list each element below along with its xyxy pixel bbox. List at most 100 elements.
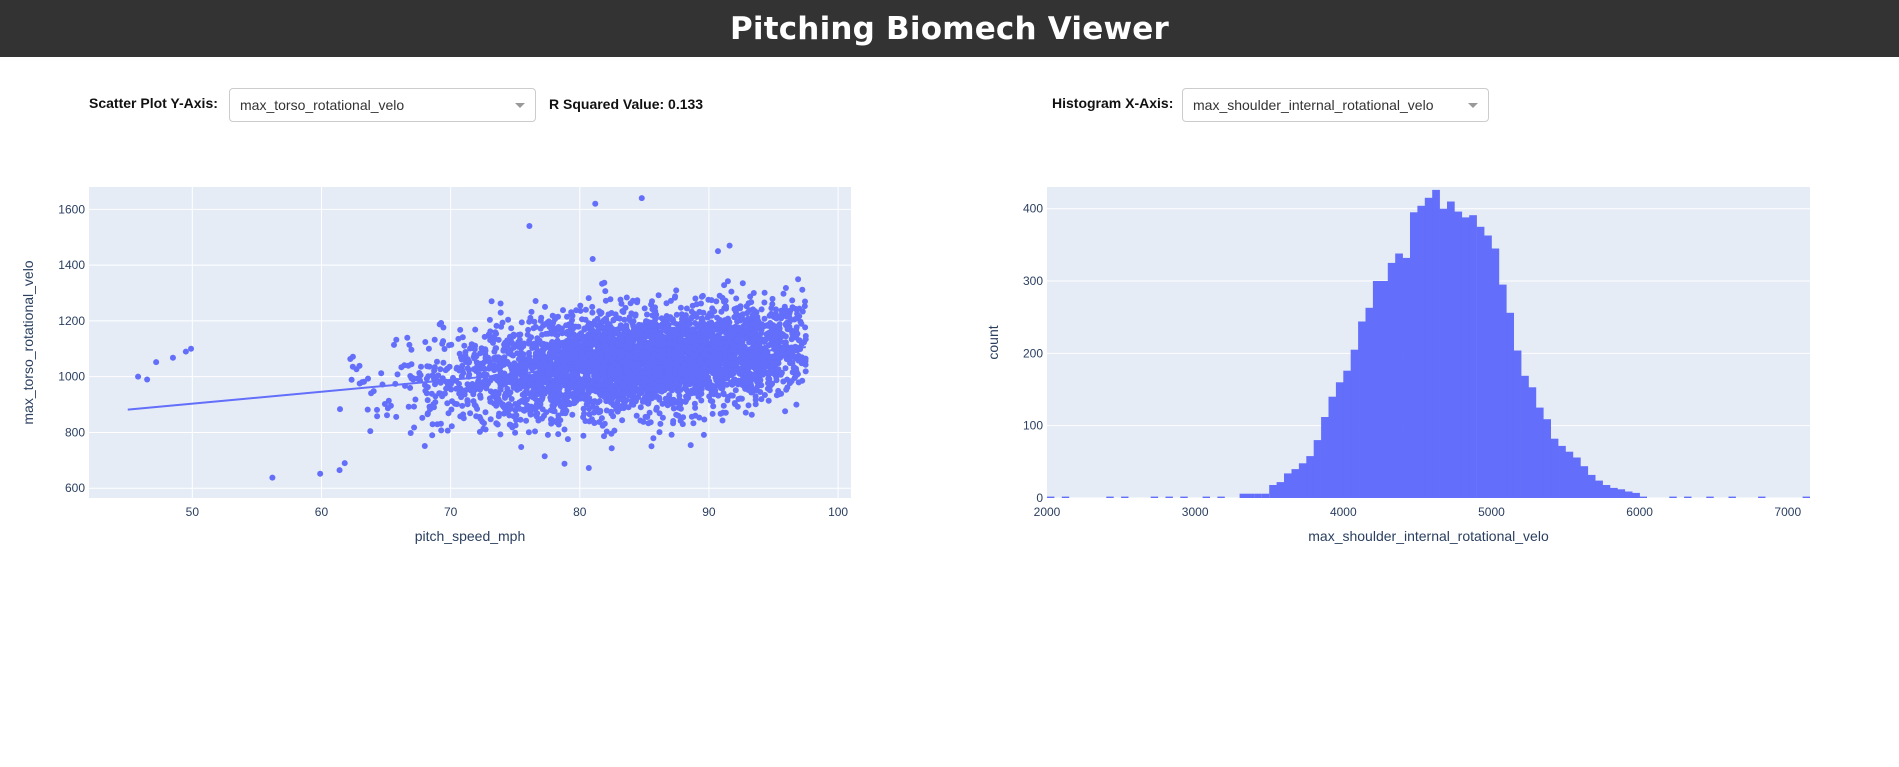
scatter-point (667, 315, 674, 322)
scatter-point (708, 319, 715, 326)
scatter-point (569, 411, 576, 418)
scatter-point (558, 328, 565, 335)
scatter-point (606, 371, 613, 378)
scatter-point (440, 359, 447, 366)
scatter-point (486, 316, 493, 323)
scatter-point-outlier (341, 460, 348, 467)
scatter-point (532, 324, 539, 330)
scatter-point (431, 364, 438, 371)
scatter-point (507, 421, 514, 428)
x-tick-label: 60 (315, 505, 329, 519)
scatter-plot[interactable]: 50 60 70 80 90 100 600 800 1000 1200 1400 1600 pitch… (0, 170, 900, 560)
scatter-point (630, 401, 637, 408)
scatter-point (460, 415, 467, 422)
scatter-point (619, 324, 626, 331)
scatter-point (784, 376, 791, 383)
scatter-point (602, 288, 609, 295)
histogram-bar-tail (1061, 496, 1070, 498)
page-title: Pitching Biomech Viewer (729, 10, 1170, 47)
histogram-bar (1602, 485, 1611, 498)
scatter-point (543, 409, 550, 416)
scatter-point (745, 387, 752, 393)
scatter-point (490, 339, 496, 346)
scatter-point (603, 346, 610, 353)
scatter-point (443, 385, 450, 392)
scatter-point (784, 324, 791, 331)
histogram-bar-tail (1047, 496, 1055, 498)
scatter-point (542, 321, 549, 327)
scatter-point (579, 351, 586, 358)
scatter-point (801, 303, 808, 310)
scatter-point (649, 306, 656, 313)
chevron-down-icon[interactable] (1468, 103, 1478, 108)
scatter-point (783, 386, 790, 393)
scatter-point (698, 300, 704, 307)
scatter-point (792, 373, 799, 380)
x-tick-label: 100 (828, 505, 848, 519)
scatter-point (541, 453, 548, 460)
scatter-point (678, 319, 685, 326)
scatter-point (692, 295, 699, 302)
scatter-point (677, 369, 684, 376)
histogram-plot[interactable]: 0 100 200 300 400 2000 3000 4000 5000 6000 7000 max… (960, 170, 1820, 560)
scatter-point (749, 321, 756, 327)
histogram-bar-tail (1150, 496, 1159, 498)
scatter-point (524, 402, 531, 409)
histogram-bar (1617, 489, 1626, 498)
scatter-point (412, 396, 419, 403)
scatter-point (422, 339, 429, 345)
scatter-point (504, 337, 511, 344)
scatter-point (571, 399, 578, 406)
histogram-bar (1610, 487, 1618, 498)
scatter-point (673, 287, 680, 294)
y-tick-label: 0 (1036, 491, 1043, 505)
scatter-point (516, 399, 523, 406)
scatter-point (722, 303, 729, 310)
scatter-point (637, 389, 644, 396)
scatter-point (457, 385, 464, 392)
scatter-point (549, 339, 556, 345)
histogram-x-axis-dropdown[interactable]: max_shoulder_internal_rotational_velo (1182, 88, 1489, 122)
histogram-bar (1476, 226, 1485, 499)
scatter-point (782, 285, 789, 291)
scatter-point (438, 320, 445, 326)
scatter-point (562, 377, 569, 384)
scatter-point (610, 387, 617, 394)
scatter-point (739, 328, 746, 335)
scatter-point (638, 384, 645, 391)
scatter-point (615, 340, 622, 347)
scatter-point (733, 360, 740, 367)
chevron-down-icon[interactable] (515, 103, 525, 108)
scatter-point (603, 407, 610, 414)
scatter-point (440, 324, 447, 331)
scatter-point (653, 406, 660, 413)
scatter-point (590, 341, 597, 348)
scatter-point (632, 311, 639, 318)
scatter-point (374, 413, 381, 420)
scatter-point (515, 356, 522, 363)
scatter-point (795, 337, 802, 344)
histogram-bar (1417, 205, 1426, 499)
scatter-point (337, 406, 343, 413)
scatter-point (671, 327, 678, 334)
histogram-bar (1387, 262, 1396, 498)
scatter-y-axis-dropdown[interactable]: max_torso_rotational_velo (229, 88, 536, 122)
scatter-point (549, 320, 556, 327)
scatter-point (539, 415, 545, 422)
scatter-point (575, 333, 582, 340)
scatter-point (621, 396, 628, 403)
scatter-point (748, 376, 755, 383)
scatter-point (504, 402, 511, 409)
scatter-point (591, 398, 598, 405)
scatter-point (701, 340, 708, 347)
scatter-point (528, 393, 535, 400)
scatter-point (599, 323, 606, 330)
scatter-point (692, 412, 699, 419)
histogram-bar (1595, 480, 1603, 498)
scatter-point (407, 373, 414, 379)
y-axis-title: max_torso_rotational_velo (20, 260, 36, 424)
scatter-point (802, 368, 809, 375)
scatter-point (773, 359, 780, 366)
scatter-point (387, 402, 394, 409)
scatter-point (504, 409, 511, 416)
